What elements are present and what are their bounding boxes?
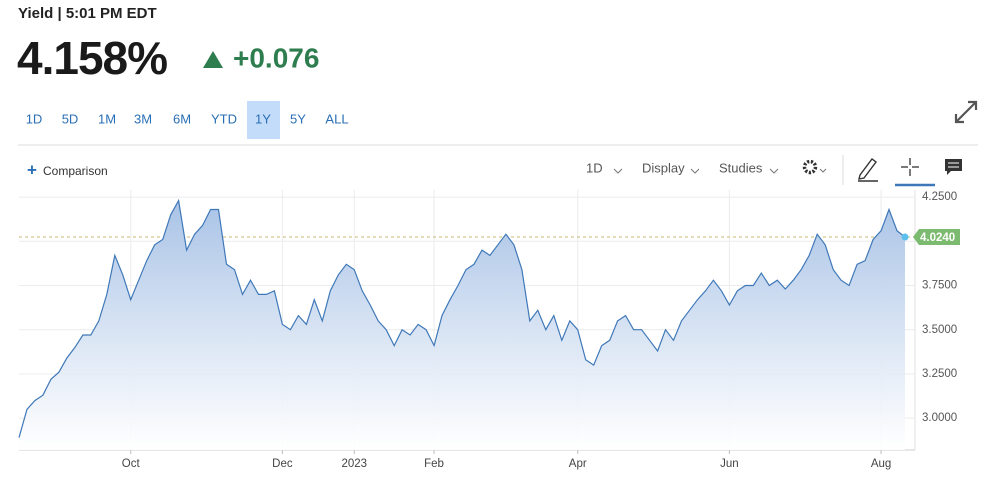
y-tick-label: 3.7500: [922, 280, 957, 292]
range-selector: 1D 5D 1M 3M 6M YTD 1Y 5Y ALL: [26, 101, 349, 139]
range-button[interactable]: 1D: [26, 111, 43, 126]
crosshair-icon[interactable]: [901, 158, 919, 176]
range-active-bg: [247, 101, 280, 139]
range-button[interactable]: 5D: [62, 111, 79, 126]
chevron: [690, 168, 700, 174]
price-line: [18, 198, 906, 438]
y-tick-label: 3.5000: [922, 324, 957, 336]
range-button[interactable]: 6M: [173, 111, 191, 126]
draw-icon[interactable]: [858, 158, 878, 182]
x-tick-label: Apr: [569, 458, 587, 470]
interval-button[interactable]: 1D: [586, 160, 603, 175]
comment-icon[interactable]: [945, 159, 962, 175]
y-tick-label: 4.2500: [922, 191, 957, 203]
chevron: [613, 168, 623, 174]
range-button[interactable]: 5Y: [290, 111, 306, 126]
last-price-label: 4.0240: [920, 232, 955, 244]
y-tick-label: 3.0000: [922, 412, 957, 424]
plus-icon[interactable]: +: [27, 160, 37, 179]
range-button[interactable]: YTD: [211, 111, 237, 126]
area-fill: [19, 200, 905, 450]
x-tick-label: Oct: [122, 458, 141, 470]
y-tick-label: 3.2500: [922, 368, 957, 380]
x-tick-label: Dec: [272, 458, 293, 470]
quote-title: Yield | 5:01 PM EDT: [18, 5, 157, 22]
studies-button[interactable]: Studies: [719, 160, 763, 175]
plot-area: 3.00003.25003.50003.75004.00004.2500OctD…: [18, 190, 960, 470]
range-button[interactable]: 1Y: [255, 111, 271, 126]
up-arrow: [203, 51, 223, 68]
expand-icon[interactable]: [954, 100, 978, 124]
range-button[interactable]: ALL: [325, 111, 348, 126]
quote-change: +0.076: [233, 42, 319, 73]
quote-price: 4.158%: [17, 32, 167, 84]
last-price-badge: [913, 229, 960, 246]
x-tick-label: Jun: [720, 458, 739, 470]
x-tick-label: Aug: [871, 458, 891, 470]
range-button[interactable]: 3M: [134, 111, 152, 126]
x-tick-label: 2023: [341, 458, 367, 470]
chevron: [769, 168, 779, 174]
settings-icon[interactable]: [802, 159, 827, 175]
x-tick-label: Feb: [424, 458, 444, 470]
comparison-button[interactable]: Comparison: [43, 164, 108, 178]
range-button[interactable]: 1M: [98, 111, 116, 126]
last-point: [901, 233, 909, 241]
display-button[interactable]: Display: [642, 160, 685, 175]
